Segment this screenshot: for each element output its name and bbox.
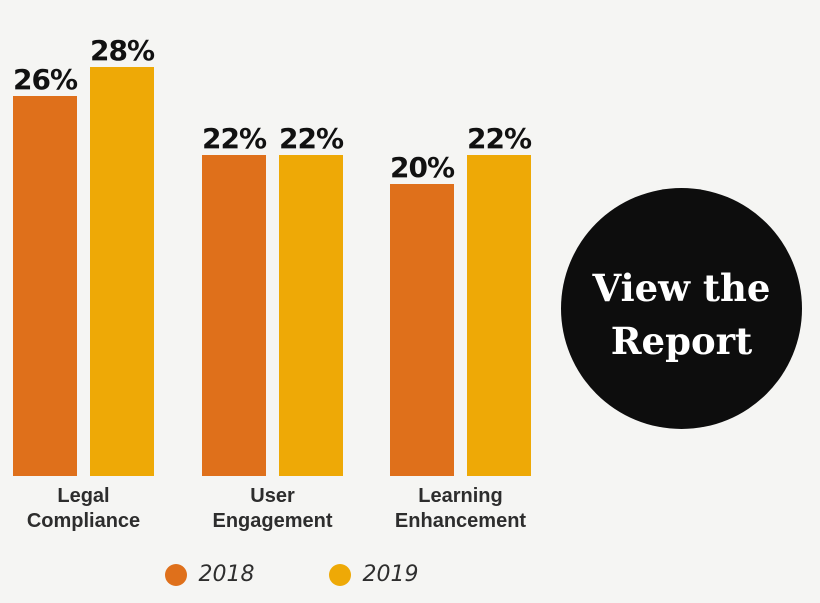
category-label-legal-compliance: Legal Compliance [26, 485, 141, 532]
bar-2018-user-engagement [202, 155, 266, 476]
bar-2019-user-engagement [279, 155, 343, 476]
bar-value-2019-user-engagement: 22% [278, 122, 344, 155]
legend-label-2018: 2018 [198, 562, 255, 587]
legend-dot-2018 [164, 563, 187, 586]
bar-2019-legal-compliance [90, 67, 154, 476]
legend-item-2019: 2019 [328, 562, 419, 587]
category-label-user-engagement: User Engagement [212, 485, 333, 532]
bar-value-2018-legal-compliance: 26% [12, 63, 78, 96]
legend-dot-2019 [328, 563, 351, 586]
view-report-button-line1: View the [592, 265, 771, 310]
view-report-button[interactable]: View the Report [561, 188, 802, 429]
bar-value-2018-user-engagement: 22% [201, 122, 267, 155]
view-report-button-line2: Report [610, 318, 753, 363]
bar-value-2019-learning-enhancement: 22% [466, 122, 532, 155]
legend: 2018 2019 [0, 562, 583, 587]
legend-label-2019: 2019 [362, 562, 419, 587]
bar-2018-learning-enhancement [390, 184, 454, 476]
bar-value-2018-learning-enhancement: 20% [389, 151, 455, 184]
bar-2018-legal-compliance [13, 96, 77, 476]
bar-value-2019-legal-compliance: 28% [89, 34, 155, 67]
legend-item-2018: 2018 [164, 562, 255, 587]
category-label-learning-enhancement: Learning Enhancement [394, 485, 527, 532]
bar-2019-learning-enhancement [467, 155, 531, 476]
